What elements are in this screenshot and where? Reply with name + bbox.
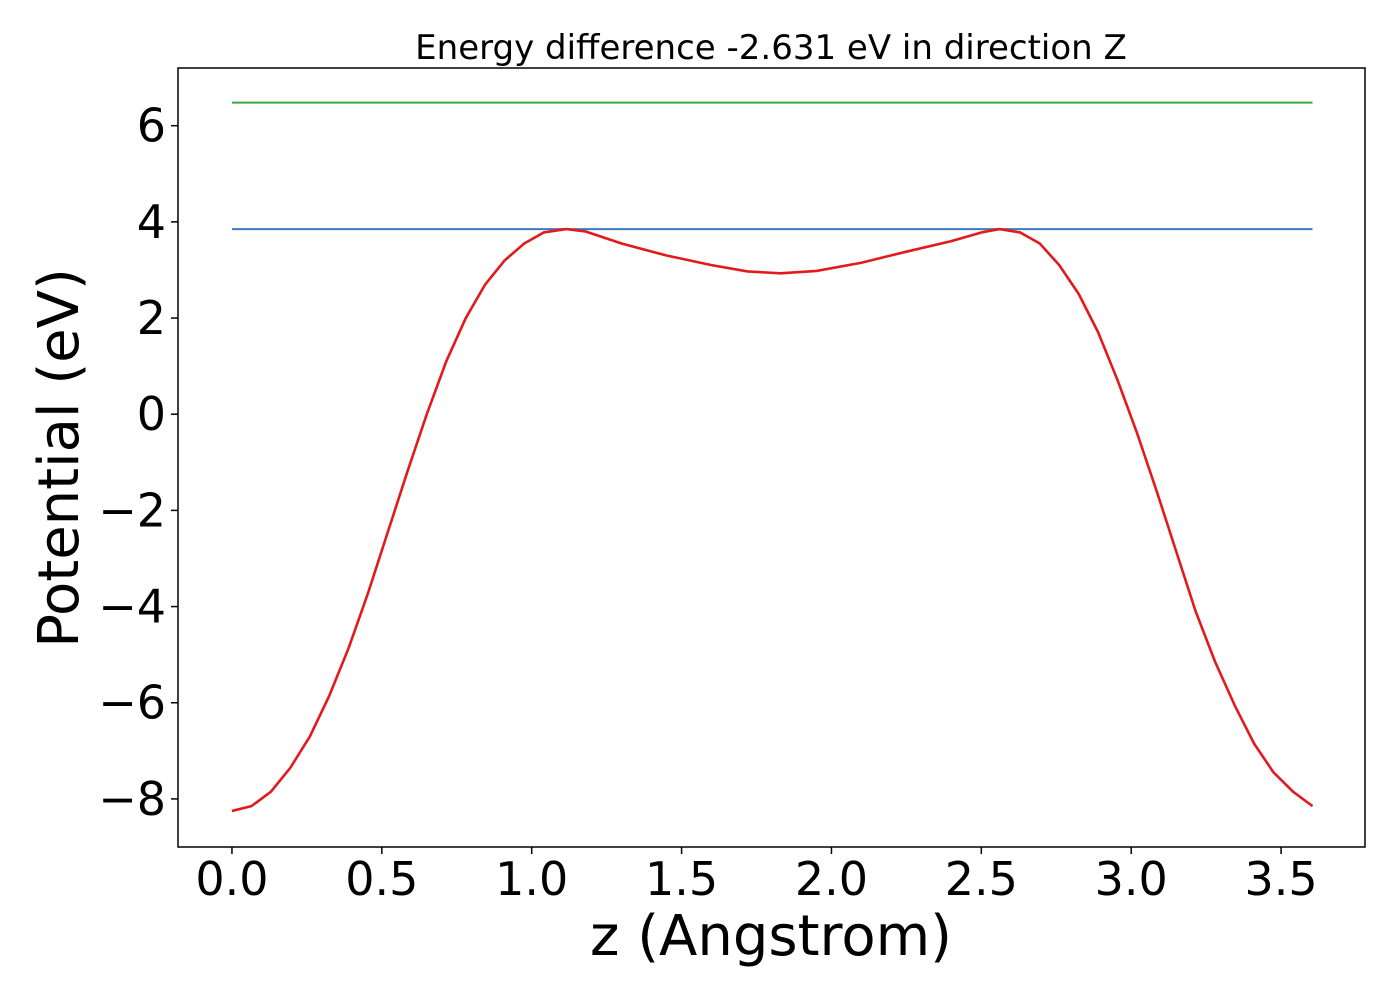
y-tick-label: 6 <box>137 99 166 153</box>
x-tick-label: 3.0 <box>1095 852 1168 906</box>
x-axis-ticks: 0.0 0.5 1.0 1.5 2.0 2.5 3.0 3.5 <box>195 847 1318 906</box>
plot-frame <box>177 67 1366 848</box>
x-tick-label: 1.5 <box>645 852 718 906</box>
x-tick-label: 3.5 <box>1244 852 1317 906</box>
x-tick-label: 2.5 <box>945 852 1018 906</box>
y-tick-label: 4 <box>137 195 166 249</box>
series-line-potential <box>231 227 1314 813</box>
y-tick-label: −8 <box>98 772 166 826</box>
x-tick-label: 2.0 <box>795 852 868 906</box>
x-tick-label: 1.0 <box>495 852 568 906</box>
y-tick-label: −4 <box>98 580 166 634</box>
x-tick-label: 0.0 <box>195 852 268 906</box>
x-axis-label: z (Angstrom) <box>590 904 952 969</box>
y-axis-label: Potential (eV) <box>27 268 92 648</box>
x-tick-label: 0.5 <box>345 852 418 906</box>
chart-title: Energy difference -2.631 eV in direction… <box>415 28 1127 68</box>
y-tick-label: −2 <box>98 483 166 537</box>
y-tick-label: 0 <box>137 387 166 441</box>
y-tick-label: −6 <box>98 676 166 730</box>
y-tick-label: 2 <box>137 291 166 345</box>
y-axis-ticks: −8 −6 −4 −2 0 2 4 6 <box>98 99 178 826</box>
series-layer <box>231 101 1314 813</box>
